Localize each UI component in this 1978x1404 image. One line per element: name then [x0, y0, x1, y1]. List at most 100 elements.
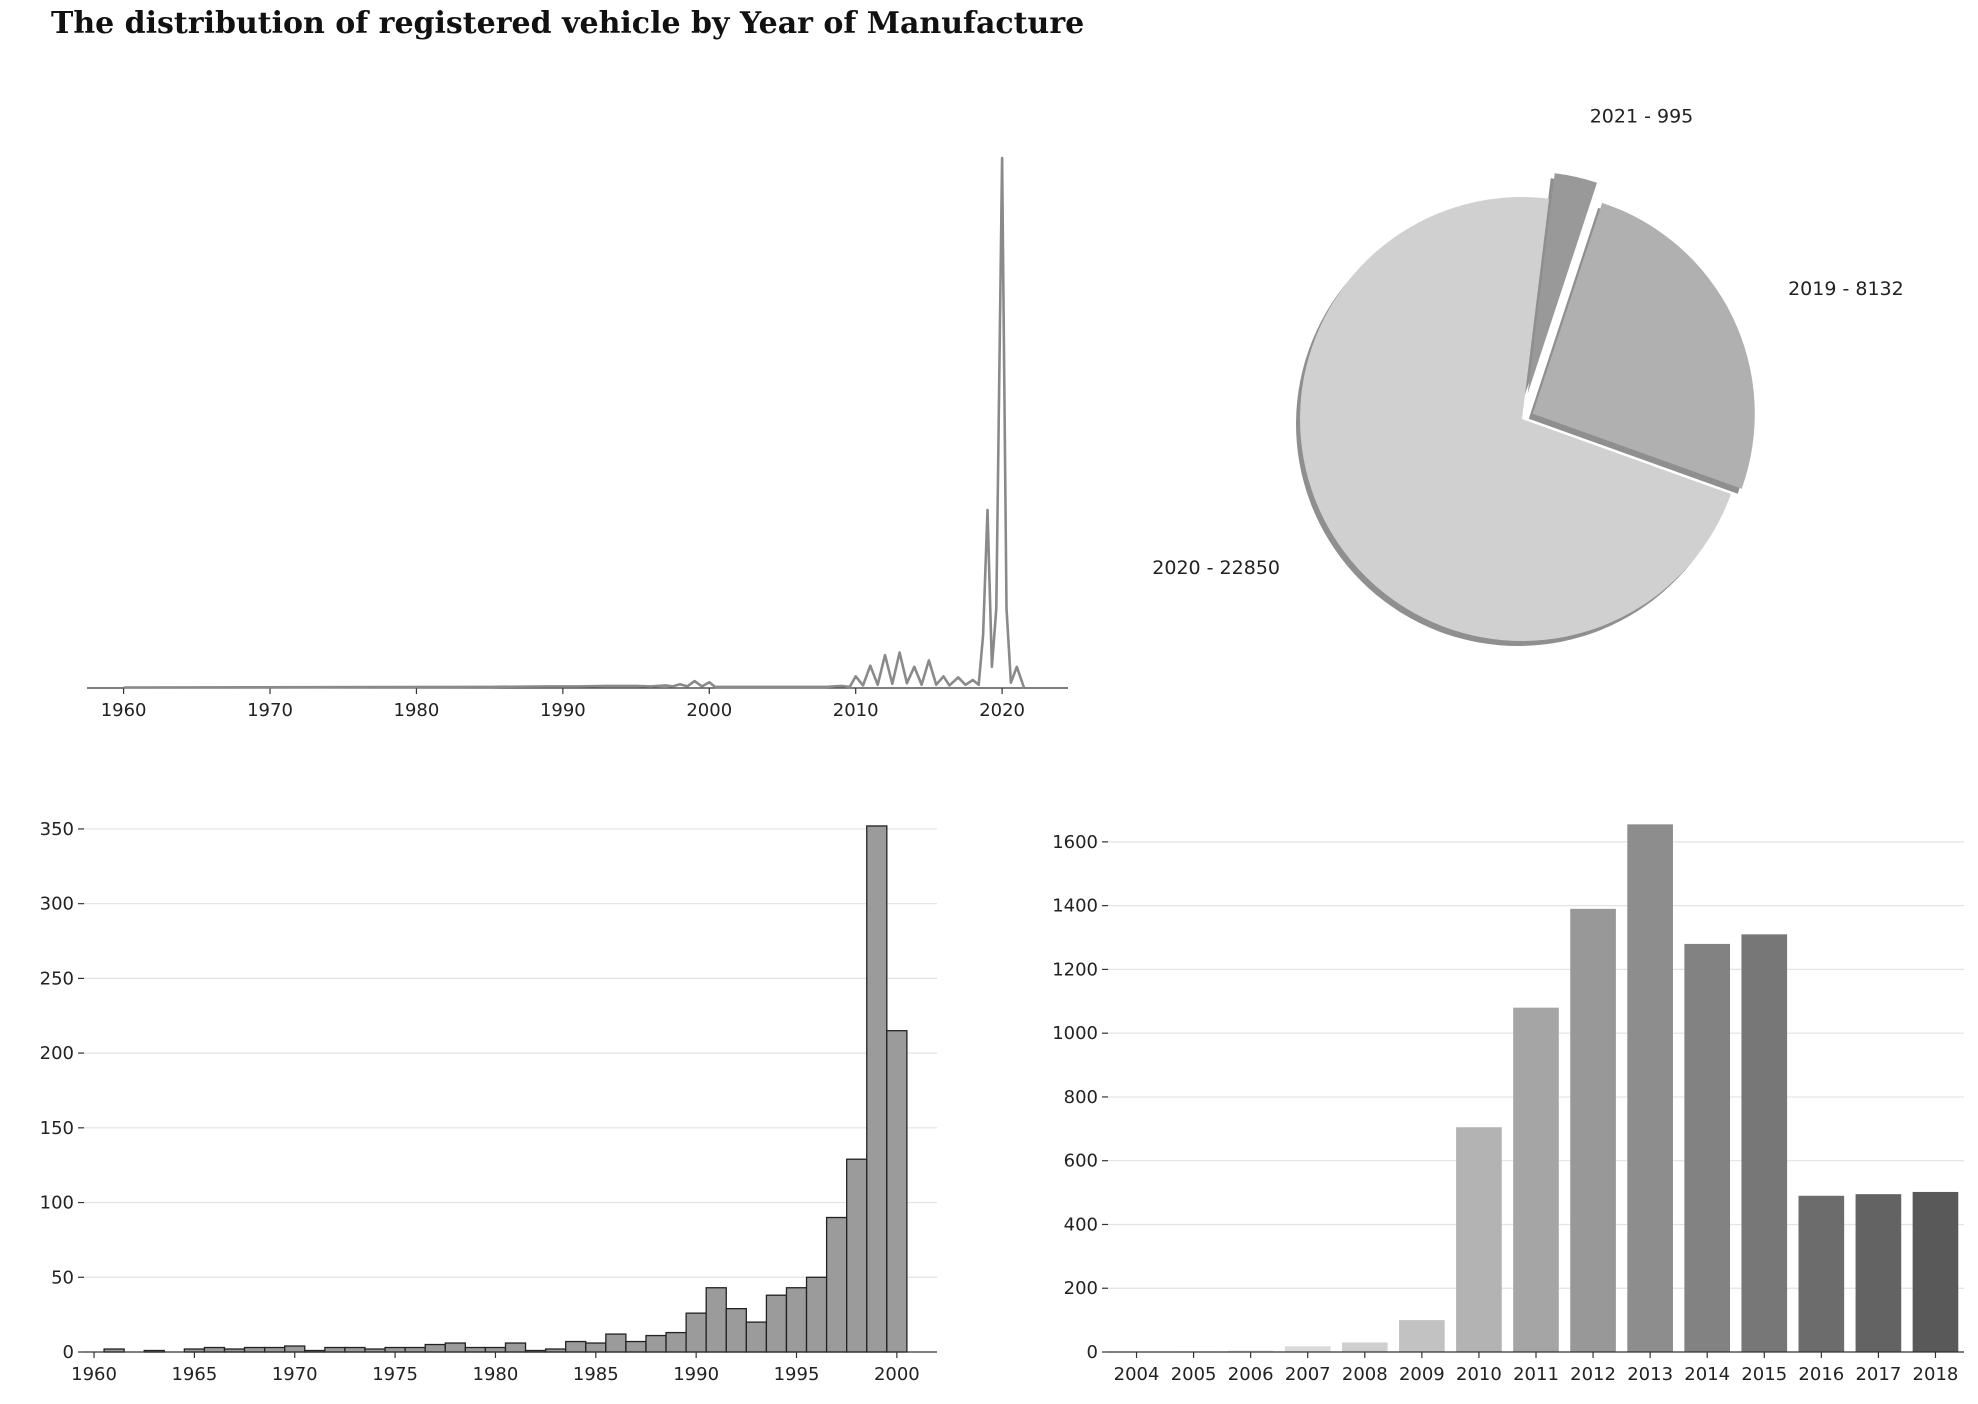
hist-bar: [243, 1346, 266, 1353]
year-bar: [1855, 1194, 1902, 1352]
hist-bar: [645, 1334, 667, 1353]
kde-x-tick-label: 1970: [247, 700, 293, 721]
hist-y-tick-label: 150: [40, 1118, 74, 1139]
pie-slice: [1532, 202, 1755, 489]
hist-x-tick-label: 1975: [372, 1364, 418, 1385]
bar-y-tick-label: 1600: [1052, 832, 1098, 853]
bar-x-tick-label: 2016: [1798, 1364, 1844, 1385]
hist-bar: [384, 1346, 406, 1353]
hist-y-tick-label: 0: [63, 1342, 74, 1363]
kde-x-tick-label: 2020: [979, 700, 1025, 721]
hist-x-tick-label: 1980: [473, 1364, 519, 1385]
hist-y-tick-label: 200: [40, 1043, 74, 1064]
pie-slice-label: 2021 - 995: [1590, 105, 1694, 127]
year-bar: [1284, 1346, 1331, 1352]
year-bar: [1741, 934, 1788, 1352]
year-bar: [1570, 908, 1616, 1352]
year-bar: [1227, 1350, 1274, 1352]
hist-bar: [203, 1346, 226, 1353]
year-bar: [1456, 1127, 1502, 1352]
year-bar: [1627, 824, 1673, 1352]
bar-x-tick-label: 2004: [1114, 1364, 1160, 1385]
hist-x-tick-label: 1965: [171, 1364, 217, 1385]
hist-bar: [625, 1340, 647, 1353]
hist-bar: [785, 1287, 808, 1353]
bar-y-tick-label: 400: [1064, 1214, 1098, 1235]
hist-x-tick-label: 1985: [573, 1364, 619, 1385]
year-bar: [1684, 943, 1731, 1352]
bar-y-tick-label: 1200: [1052, 959, 1098, 980]
hist-bar: [284, 1345, 306, 1353]
kde-series-line: [123, 156, 1026, 689]
kde-x-tick-label: 1960: [101, 700, 147, 721]
hist-bar: [685, 1312, 707, 1353]
hist-x-tick-label: 1960: [71, 1364, 117, 1385]
year-bar: [1513, 1007, 1559, 1352]
bar-y-tick-label: 200: [1064, 1278, 1098, 1299]
hist-x-tick-label: 2000: [874, 1364, 920, 1385]
bar-x-tick-label: 2006: [1228, 1364, 1274, 1385]
bar-x-tick-label: 2018: [1913, 1364, 1959, 1385]
year-bar: [1912, 1191, 1959, 1352]
hist-bar: [605, 1333, 627, 1353]
figure-title: The distribution of registered vehicle b…: [51, 6, 1085, 41]
pie-chart: 2020 - 22850 2019 - 8132 2021 - 995: [1152, 105, 1904, 646]
hist-y-tick-label: 250: [40, 968, 74, 989]
kde-x-tick-label: 1990: [540, 700, 586, 721]
bar-x-tick-label: 2010: [1456, 1364, 1502, 1385]
bar-x-tick-label: 2008: [1342, 1364, 1388, 1385]
hist-bar: [263, 1346, 286, 1353]
bar-y-tick-label: 1000: [1052, 1023, 1098, 1044]
hist-bar: [444, 1342, 466, 1353]
histogram-bar-chart: 0 50 100 150 200 250 300 350 1960 1965 1970 1975 198…: [40, 819, 937, 1385]
bar-x-tick-label: 2013: [1627, 1364, 1673, 1385]
hist-bar: [825, 1216, 848, 1353]
hist-bar: [886, 1030, 908, 1353]
bar-x-tick-label: 2009: [1399, 1364, 1445, 1385]
bar-y-tick-label: 0: [1087, 1342, 1098, 1363]
hist-bar: [765, 1294, 788, 1353]
hist-bar: [344, 1346, 366, 1353]
hist-y-tick-label: 50: [51, 1267, 74, 1288]
hist-bar: [665, 1331, 687, 1353]
pie-slice: [1527, 173, 1598, 394]
hist-bar: [725, 1308, 747, 1353]
hist-bar: [805, 1276, 828, 1353]
year-bar: [1798, 1195, 1845, 1352]
hist-bar: [484, 1346, 507, 1353]
bar-x-tick-label: 2005: [1171, 1364, 1217, 1385]
bar-x-tick-label: 2011: [1513, 1364, 1559, 1385]
hist-y-tick-label: 100: [40, 1193, 74, 1214]
pie-slice-label: 2020 - 22850: [1152, 557, 1280, 579]
hist-x-tick-label: 1995: [774, 1364, 820, 1385]
kde-x-tick-label: 2010: [833, 700, 879, 721]
hist-bar: [504, 1342, 527, 1353]
kde-x-tick-label: 2000: [686, 700, 732, 721]
kde-line-chart: 1960 1970 1980 1990 2000 2010 2020: [87, 156, 1068, 721]
bar-y-tick-label: 800: [1064, 1087, 1098, 1108]
hist-bar: [464, 1346, 487, 1353]
bar-x-tick-label: 2014: [1684, 1364, 1730, 1385]
hist-bar: [565, 1340, 587, 1353]
hist-bar: [705, 1287, 727, 1353]
hist-y-tick-label: 300: [40, 894, 74, 915]
hist-bar: [745, 1321, 768, 1353]
year-bar: [1341, 1342, 1388, 1352]
hist-bar: [585, 1342, 607, 1353]
pie-slice: [1300, 196, 1731, 641]
pie-slice-label: 2019 - 8132: [1788, 278, 1904, 300]
hist-bar: [404, 1346, 426, 1353]
bar-x-tick-label: 2015: [1741, 1364, 1787, 1385]
bar-y-tick-label: 600: [1064, 1151, 1098, 1172]
hist-bar: [846, 1158, 868, 1353]
bar-x-tick-label: 2017: [1855, 1364, 1901, 1385]
bar-y-tick-label: 1400: [1052, 896, 1098, 917]
kde-x-tick-label: 1980: [394, 700, 440, 721]
hist-x-tick-label: 1970: [272, 1364, 318, 1385]
hist-bar: [324, 1346, 346, 1353]
hist-x-tick-label: 1990: [673, 1364, 719, 1385]
year-bar: [1399, 1320, 1445, 1352]
hist-bar: [424, 1343, 446, 1353]
hist-y-tick-label: 350: [40, 819, 74, 840]
